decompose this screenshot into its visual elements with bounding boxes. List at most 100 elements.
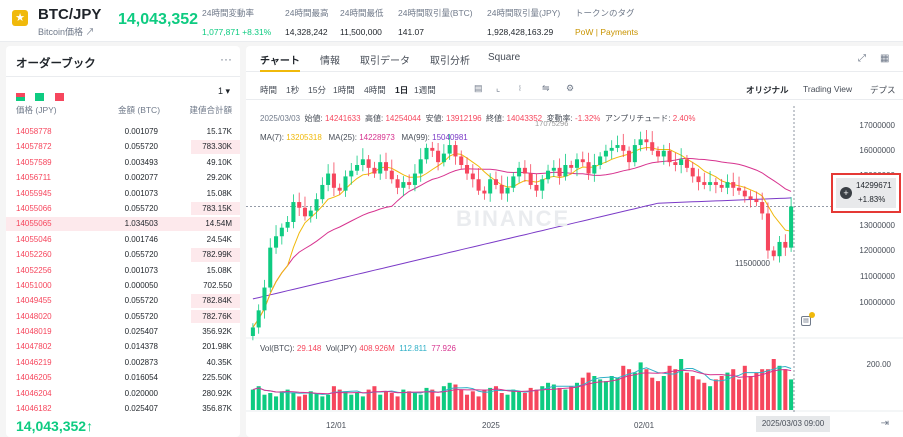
ask-total: 782.84K (202, 296, 232, 306)
add-alert-icon[interactable]: + (840, 187, 852, 199)
view-depth[interactable]: デプス (870, 85, 896, 95)
orderbook-row[interactable]: 14055065 1.034503 14.54M (6, 216, 240, 231)
volume-bar (702, 382, 707, 410)
candle-body (586, 162, 591, 174)
ask-amount: 0.025407 (124, 327, 158, 337)
candle-body (748, 196, 753, 200)
interval-4h[interactable]: 4時間 (364, 85, 386, 95)
volume-bar (690, 376, 695, 410)
tick-size-select[interactable]: 1 ▾ (217, 86, 230, 96)
settings-gear-icon[interactable]: ⚙ (566, 83, 575, 93)
tab-info[interactable]: 情報 (320, 56, 340, 67)
orderbook-row[interactable]: 14052256 0.001073 15.08K (6, 263, 240, 278)
candle-body (360, 159, 365, 165)
current-price-tag-highlight[interactable]: + 14299671 +1.83% (831, 173, 901, 213)
price-tag-box: + 14299671 +1.83% (836, 178, 896, 208)
orderbook-row[interactable]: 14046204 0.020000 280.92K (6, 386, 240, 401)
candle-body (349, 170, 354, 177)
tab-chart[interactable]: チャート (260, 56, 300, 67)
ask-amount: 0.003493 (124, 157, 158, 167)
indicator-icon[interactable]: ⌞ (496, 83, 501, 93)
candle-body (574, 159, 580, 168)
orderbook-row[interactable]: 14047802 0.014378 201.98K (6, 339, 240, 354)
pair-subtitle-link[interactable]: Bitcoin価格 ↗ (38, 27, 95, 37)
candle-body (754, 199, 759, 203)
candle-body (534, 184, 539, 191)
orderbook-row[interactable]: 14046182 0.025407 356.87K (6, 401, 240, 416)
volume-bar (383, 391, 389, 410)
volume-bar (250, 389, 255, 410)
candle-body (389, 170, 394, 180)
volume-bar (783, 369, 788, 410)
interval-time[interactable]: 時間 (260, 85, 278, 95)
orderbook-row[interactable]: 14055046 0.001746 24.54K (6, 232, 240, 247)
orderbook-row[interactable]: 14057872 0.055720 783.30K (6, 139, 240, 154)
candle-body (551, 167, 556, 171)
interval-1s[interactable]: 1秒 (286, 85, 300, 95)
calendar-icon[interactable]: ▤ (474, 83, 483, 93)
orderbook-row[interactable]: 14046219 0.002873 40.35K (6, 355, 240, 370)
view-tradingview[interactable]: Trading View (803, 84, 853, 94)
volume-bar (546, 382, 551, 410)
scroll-to-end-icon[interactable]: ⇥ (880, 418, 889, 429)
more-icon[interactable]: ··· (220, 52, 232, 66)
bids-only-icon[interactable] (35, 93, 45, 101)
volume-bar (331, 386, 336, 410)
volume-bar (580, 377, 585, 410)
orderbook-row[interactable]: 14055945 0.001073 15.08K (6, 186, 240, 201)
pair-title[interactable]: BTC/JPY (38, 6, 102, 23)
layout-icon[interactable]: ▦ (880, 53, 890, 64)
depth-bar (6, 217, 240, 231)
orderbook-row[interactable]: 14048020 0.055720 782.76K (6, 309, 240, 324)
candle-body (401, 182, 406, 188)
orderbook-row[interactable]: 14056711 0.002077 29.20K (6, 170, 240, 185)
asks-only-icon[interactable] (54, 93, 64, 101)
candle-body (569, 165, 574, 168)
drawing-icon[interactable]: ⇋ (542, 83, 550, 93)
tab-square[interactable]: Square (488, 52, 521, 63)
volume-bar (447, 382, 452, 410)
volume-bar (285, 389, 290, 410)
orderbook-row[interactable]: 14058778 0.001079 15.17K (6, 124, 240, 139)
candle-body (655, 150, 661, 157)
candle-body (580, 159, 585, 163)
volume-bar (378, 394, 383, 410)
alert-badge (809, 312, 815, 318)
volume-bar (418, 394, 423, 410)
orderbook-row[interactable]: 14049455 0.055720 782.84K (6, 293, 240, 308)
stat-token-tags[interactable]: トークンのタグ PoW | Payments (575, 8, 639, 37)
view-original[interactable]: オリジナル (746, 85, 789, 95)
ask-price: 14048020 (16, 311, 52, 321)
candle-body (424, 147, 429, 160)
candle-type-icon[interactable]: ⧘ (519, 83, 521, 93)
both-sides-icon[interactable] (16, 93, 25, 101)
orderbook-row[interactable]: 14052260 0.055720 782.99K (6, 247, 240, 262)
interval-1w[interactable]: 1週間 (414, 85, 436, 95)
orderbook-title: オーダーブック (16, 58, 96, 70)
volume-bar (713, 379, 718, 410)
ask-amount: 0.002873 (124, 357, 158, 367)
orderbook-row[interactable]: 14048019 0.025407 356.92K (6, 324, 240, 339)
candle-body (453, 145, 458, 157)
tab-trade-data[interactable]: 取引データ (360, 56, 410, 67)
volume-bar (696, 379, 701, 410)
orderbook-row[interactable]: 14051000 0.000050 702.550 (6, 278, 240, 293)
ask-total: 15.08K (206, 265, 232, 275)
ask-amount: 0.001073 (124, 265, 158, 275)
ask-total: 24.54K (206, 234, 232, 244)
interval-1h[interactable]: 1時間 (333, 85, 355, 95)
candlestick-chart[interactable] (246, 46, 903, 437)
orderbook-row[interactable]: 14046205 0.016054 225.50K (6, 370, 240, 385)
orderbook-rows: 14058778 0.001079 15.17K 14057872 0.055720 78… (6, 124, 240, 416)
orderbook-row[interactable]: 14057589 0.003493 49.10K (6, 155, 240, 170)
tab-analysis[interactable]: 取引分析 (430, 56, 470, 67)
orderbook-row[interactable]: 14055066 0.055720 783.15K (6, 201, 240, 216)
expand-icon[interactable]: ⤢ (858, 53, 866, 64)
candle-body (302, 207, 308, 217)
interval-1d[interactable]: 1日 (395, 85, 409, 95)
interval-15m[interactable]: 15分 (308, 85, 326, 95)
candle-body (268, 247, 273, 288)
volume-bar (256, 386, 261, 410)
price-alert-icon[interactable]: ▤ (801, 316, 811, 326)
favorite-star-icon[interactable]: ★ (12, 10, 28, 26)
